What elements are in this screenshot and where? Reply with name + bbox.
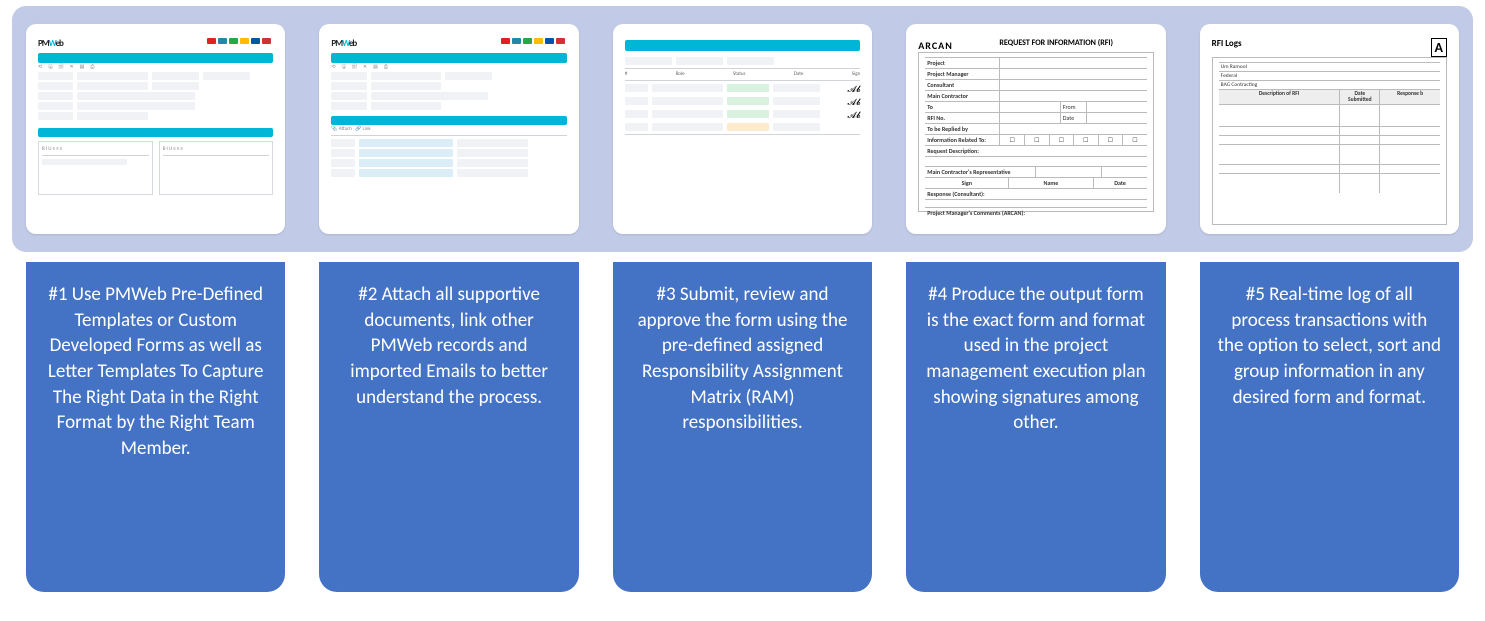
rfi-log-title: RFI Logs — [1212, 38, 1242, 49]
step-card-5: #5 Real-time log of all process transact… — [1200, 262, 1459, 592]
step-card-2: #2 Attach all supportive documents, link… — [319, 262, 578, 592]
thumb-rfi-output: ARCAN REQUEST FOR INFORMATION (RFI) Proj… — [906, 24, 1165, 234]
step-text: #4 Produce the output form is the exact … — [926, 283, 1145, 434]
rfi-form-title: REQUEST FOR INFORMATION (RFI) — [959, 38, 1154, 48]
step-text: #2 Attach all supportive documents, link… — [350, 283, 548, 409]
thumb-pmweb-attach: PMWeb ⟲🖫🗐✕▤⎙ 📎 Attach 🔗 Link — [319, 24, 578, 234]
step-card-3: #3 Submit, review and approve the form u… — [613, 262, 872, 592]
flag-strip — [501, 38, 565, 44]
arcan-logo: ARCAN — [918, 39, 953, 52]
thumb-pmweb-form: PMWeb ⟲🖫🗐✕▤⎙ B I U ≡ ≡ ≡ B I U ≡ ≡ ≡ — [26, 24, 285, 234]
thumb-rfi-log: RFI Logs A Um Ramool Federal BAG Contrac… — [1200, 24, 1459, 234]
flag-strip — [207, 38, 271, 44]
step-text: #1 Use PMWeb Pre-Defined Templates or Cu… — [48, 283, 264, 460]
pmweb-logo: PMWeb — [38, 38, 63, 49]
step-text: #5 Real-time log of all process transact… — [1218, 283, 1441, 409]
brand-a: A — [1431, 38, 1447, 57]
thumb-pmweb-workflow: #RoleStatusDateSign 𝓐𝓫 𝓐𝓫 𝓐𝓫 — [613, 24, 872, 234]
step-card-1: #1 Use PMWeb Pre-Defined Templates or Cu… — [26, 262, 285, 592]
thumbnail-band: PMWeb ⟲🖫🗐✕▤⎙ B I U ≡ ≡ ≡ B I U ≡ ≡ ≡ PMW… — [12, 6, 1473, 252]
step-text: #3 Submit, review and approve the form u… — [638, 283, 848, 434]
steps-row: #1 Use PMWeb Pre-Defined Templates or Cu… — [26, 262, 1459, 592]
step-card-4: #4 Produce the output form is the exact … — [906, 262, 1165, 592]
